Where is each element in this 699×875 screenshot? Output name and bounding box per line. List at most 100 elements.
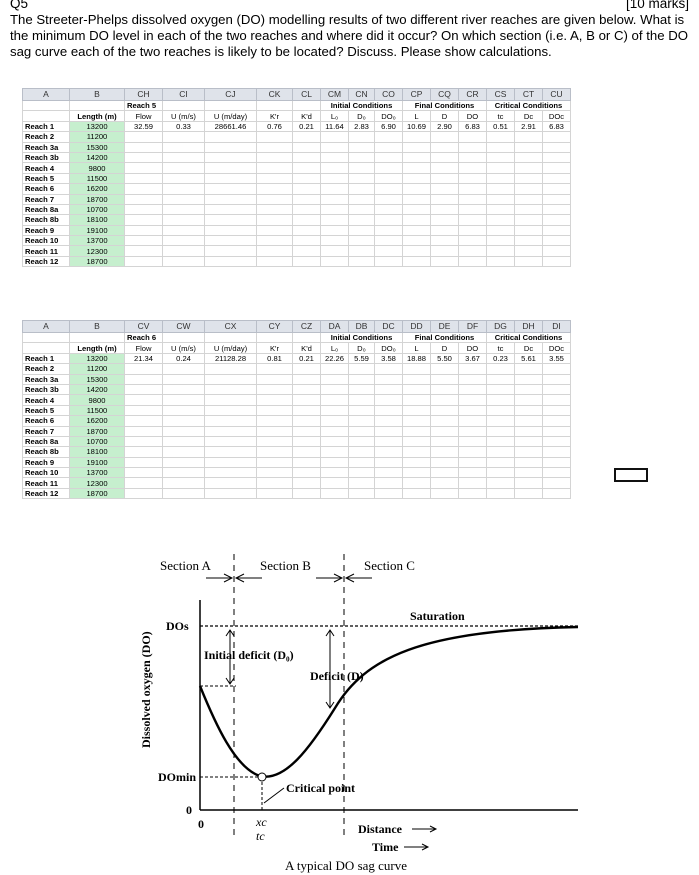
result-value[interactable]: 10.69 [402,120,431,133]
result-value[interactable]: 0.33 [162,120,205,133]
column-header[interactable]: DC [374,320,403,333]
reach-length[interactable]: 13200 [69,120,125,133]
param-header[interactable]: tc [486,110,515,122]
length-header[interactable]: Length (m) [69,110,125,122]
critical-conditions-label[interactable]: Critical Conditions [486,331,571,344]
result-value[interactable]: 0.21 [292,352,321,365]
length-header[interactable]: Length (m) [69,342,125,354]
param-header[interactable]: K'r [256,342,293,354]
param-header[interactable]: U (m/day) [204,342,257,354]
reach-length[interactable]: 12300 [69,477,125,489]
reach-length[interactable]: 11200 [69,131,125,143]
column-header[interactable]: DI [542,320,571,333]
reach-length[interactable]: 11500 [69,172,125,185]
column-header[interactable]: CI [162,88,205,101]
result-value[interactable]: 5.50 [430,352,459,365]
column-header[interactable]: CW [162,320,205,333]
reach-name[interactable]: Reach 2 [22,363,70,375]
result-value[interactable]: 6.90 [374,120,403,133]
column-header[interactable]: CT [514,88,543,101]
param-header[interactable]: DO [458,110,487,122]
result-value[interactable]: 3.67 [458,352,487,365]
reach-length[interactable]: 10700 [69,435,125,448]
column-header[interactable]: CK [256,88,293,101]
reach-name[interactable]: Reach 12 [22,255,70,268]
reach-name[interactable]: Reach 5 [22,404,70,417]
reach-length[interactable]: 18700 [69,487,125,500]
result-value[interactable]: 5.61 [514,352,543,365]
final-conditions-label[interactable]: Final Conditions [402,99,487,112]
param-header[interactable]: DO₀ [374,342,403,354]
column-header[interactable]: CH [124,88,163,101]
column-header[interactable]: CR [458,88,487,101]
result-value[interactable]: 0.23 [486,352,515,365]
param-header[interactable]: DOc [542,342,571,354]
reach-length[interactable]: 18100 [69,446,125,458]
reach-title[interactable]: Reach 6 [124,331,163,344]
column-header[interactable]: DG [486,320,515,333]
column-header[interactable]: DH [514,320,543,333]
param-header[interactable]: Flow [124,110,163,122]
column-header[interactable]: CL [292,88,321,101]
result-value[interactable]: 32.59 [124,120,163,133]
reach-length[interactable]: 10700 [69,203,125,216]
spreadsheet-reach-5[interactable]: A B CH CI CJ CK CL CM CN CO CP CQ CR CS CT CU Reach 5 Ini… [22,88,571,268]
column-header[interactable]: B [69,320,125,333]
param-header[interactable]: U (m/s) [162,342,205,354]
column-header[interactable]: B [69,88,125,101]
param-header[interactable]: D [430,110,459,122]
reach-length[interactable]: 11500 [69,404,125,417]
param-header[interactable]: Dc [514,110,543,122]
result-value[interactable]: 11.64 [320,120,349,133]
param-header[interactable]: D₀ [348,110,375,122]
result-value[interactable]: 3.58 [374,352,403,365]
column-header[interactable]: DB [348,320,375,333]
param-header[interactable]: Dc [514,342,543,354]
column-header[interactable]: A [22,320,70,333]
param-header[interactable]: L [402,342,431,354]
reach-name[interactable]: Reach 8a [22,203,70,216]
param-header[interactable]: K'r [256,110,293,122]
reach-title[interactable]: Reach 5 [124,99,163,112]
reach-name[interactable]: Reach 8a [22,435,70,448]
reach-name[interactable]: Reach 12 [22,487,70,500]
reach-length[interactable]: 12300 [69,245,125,257]
reach-length[interactable]: 15300 [69,141,125,153]
result-value[interactable]: 3.55 [542,352,571,365]
reach-name[interactable]: Reach 9 [22,456,70,469]
reach-name[interactable]: Reach 11 [22,477,70,489]
column-header[interactable]: CP [402,88,431,101]
param-header[interactable]: L₀ [320,110,349,122]
reach-length[interactable]: 18100 [69,214,125,226]
result-value[interactable]: 21128.28 [204,352,257,365]
reach-length[interactable]: 18700 [69,193,125,205]
reach-name[interactable]: Reach 3a [22,141,70,153]
param-header[interactable]: tc [486,342,515,354]
param-header[interactable]: D [430,342,459,354]
result-value[interactable]: 0.76 [256,120,293,133]
column-header[interactable]: CS [486,88,515,101]
param-header[interactable]: L₀ [320,342,349,354]
reach-name[interactable]: Reach 2 [22,131,70,143]
reach-length[interactable]: 13700 [69,467,125,479]
reach-name[interactable]: Reach 3a [22,373,70,385]
result-value[interactable]: 21.34 [124,352,163,365]
critical-conditions-label[interactable]: Critical Conditions [486,99,571,112]
reach-name[interactable]: Reach 4 [22,162,70,174]
result-value[interactable]: 2.90 [430,120,459,133]
result-value[interactable]: 0.21 [292,120,321,133]
column-header[interactable]: DF [458,320,487,333]
param-header[interactable]: Flow [124,342,163,354]
result-value[interactable]: 18.88 [402,352,431,365]
param-header[interactable]: DO₀ [374,110,403,122]
reach-name[interactable]: Reach 9 [22,224,70,237]
param-header[interactable]: K'd [292,110,321,122]
param-header[interactable]: K'd [292,342,321,354]
reach-name[interactable]: Reach 10 [22,467,70,479]
reach-name[interactable]: Reach 1 [22,120,70,133]
column-header[interactable]: CZ [292,320,321,333]
column-header[interactable]: CJ [204,88,257,101]
result-value[interactable]: 6.83 [542,120,571,133]
result-value[interactable]: 2.91 [514,120,543,133]
reach-length[interactable]: 13700 [69,235,125,247]
